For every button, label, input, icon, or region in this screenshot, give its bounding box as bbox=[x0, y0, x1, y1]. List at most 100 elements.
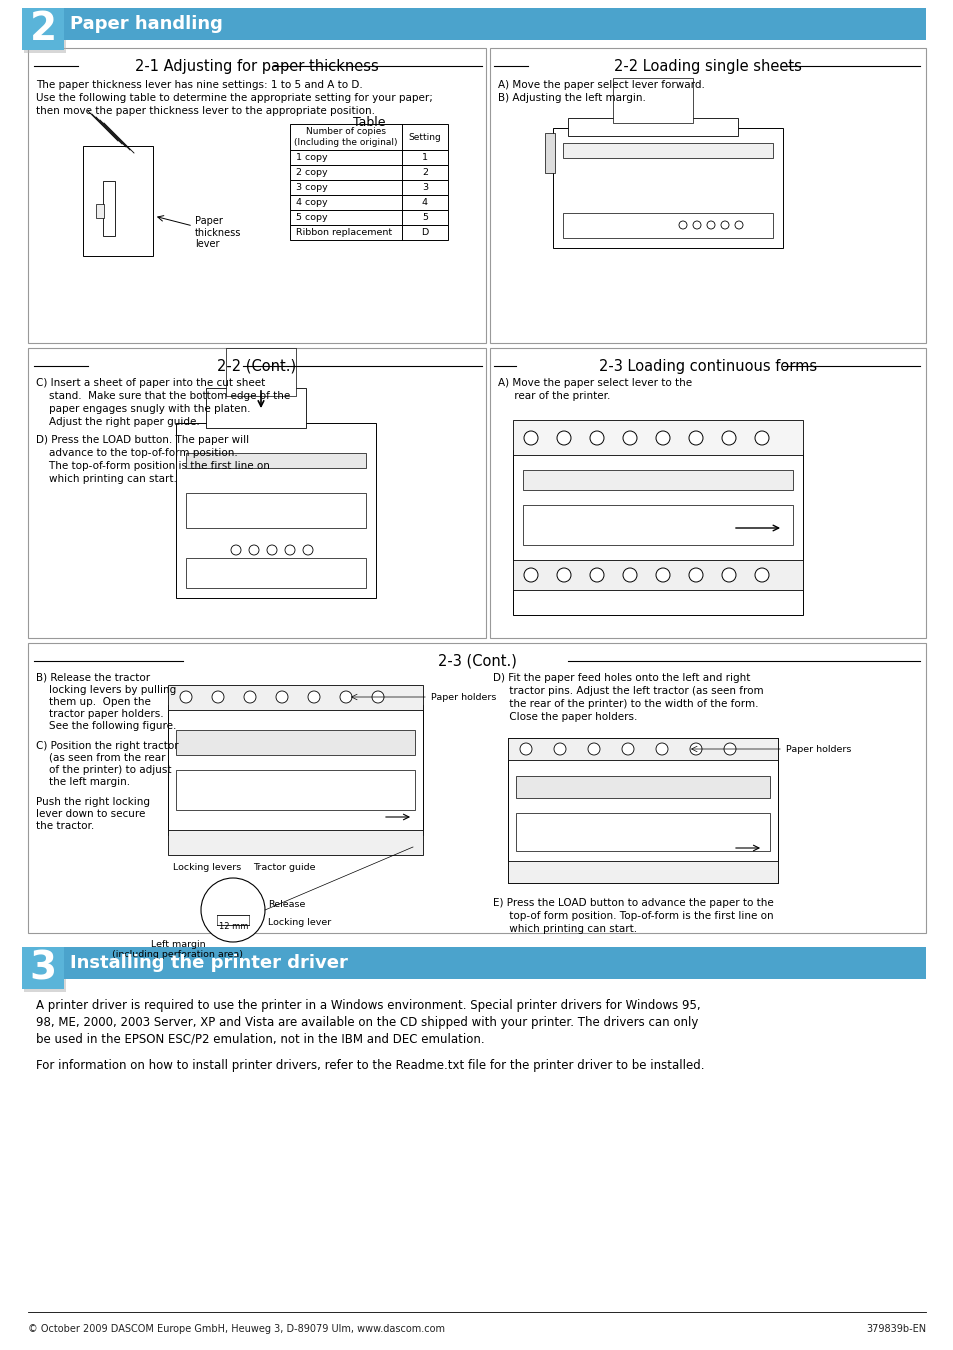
Text: Ribbon replacement: Ribbon replacement bbox=[295, 228, 392, 238]
Text: 4 copy: 4 copy bbox=[295, 198, 327, 207]
Bar bbox=[58, 8, 925, 40]
Text: B) Adjusting the left margin.: B) Adjusting the left margin. bbox=[497, 93, 645, 103]
Text: Number of copies
(Including the original): Number of copies (Including the original… bbox=[294, 127, 397, 147]
Text: Table: Table bbox=[353, 116, 385, 130]
Circle shape bbox=[754, 431, 768, 446]
Text: 4: 4 bbox=[421, 198, 428, 207]
Bar bbox=[290, 194, 448, 211]
Text: The top-of-form position is the first line on: The top-of-form position is the first li… bbox=[36, 460, 270, 471]
Bar bbox=[290, 150, 448, 165]
Bar bbox=[290, 211, 448, 225]
Text: Use the following table to determine the appropriate setting for your paper;: Use the following table to determine the… bbox=[36, 93, 433, 103]
Circle shape bbox=[754, 568, 768, 582]
Bar bbox=[507, 738, 778, 883]
Bar bbox=[516, 813, 769, 850]
Text: tractor pins. Adjust the left tractor (as seen from: tractor pins. Adjust the left tractor (a… bbox=[493, 686, 762, 697]
Bar bbox=[567, 117, 738, 136]
Bar bbox=[290, 180, 448, 194]
Text: the left margin.: the left margin. bbox=[36, 778, 130, 787]
Circle shape bbox=[557, 431, 571, 446]
Text: 2-1 Adjusting for paper thickness: 2-1 Adjusting for paper thickness bbox=[135, 58, 378, 73]
Bar bbox=[22, 8, 64, 50]
Bar bbox=[507, 738, 778, 760]
Bar bbox=[28, 348, 485, 639]
Text: 2-2 (Cont.): 2-2 (Cont.) bbox=[217, 359, 296, 374]
Text: rear of the printer.: rear of the printer. bbox=[497, 392, 610, 401]
Text: Paper holders: Paper holders bbox=[431, 693, 496, 702]
Text: 5 copy: 5 copy bbox=[295, 213, 327, 221]
Circle shape bbox=[622, 568, 637, 582]
Text: be used in the EPSON ESC/P2 emulation, not in the IBM and DEC emulation.: be used in the EPSON ESC/P2 emulation, n… bbox=[36, 1033, 484, 1046]
Text: D) Fit the paper feed holes onto the left and right: D) Fit the paper feed holes onto the lef… bbox=[493, 674, 750, 683]
Text: A) Move the paper select lever to the: A) Move the paper select lever to the bbox=[497, 378, 691, 387]
Text: Left margin
(including perforation area): Left margin (including perforation area) bbox=[112, 940, 243, 960]
Circle shape bbox=[587, 743, 599, 755]
Circle shape bbox=[554, 743, 565, 755]
Text: 1: 1 bbox=[421, 153, 428, 162]
Text: then move the paper thickness lever to the appropriate position.: then move the paper thickness lever to t… bbox=[36, 107, 375, 116]
Bar bbox=[206, 387, 306, 428]
Bar bbox=[544, 134, 555, 173]
Circle shape bbox=[519, 743, 532, 755]
Text: Setting: Setting bbox=[408, 132, 441, 142]
Bar bbox=[58, 946, 925, 979]
Text: 2: 2 bbox=[30, 9, 56, 49]
Circle shape bbox=[244, 691, 255, 703]
Text: Release: Release bbox=[268, 900, 305, 909]
Circle shape bbox=[656, 431, 669, 446]
Text: Locking levers: Locking levers bbox=[172, 863, 241, 872]
Text: locking levers by pulling: locking levers by pulling bbox=[36, 684, 176, 695]
Circle shape bbox=[308, 691, 319, 703]
Text: 3 copy: 3 copy bbox=[295, 184, 328, 192]
Text: paper engages snugly with the platen.: paper engages snugly with the platen. bbox=[36, 404, 251, 414]
Circle shape bbox=[721, 568, 735, 582]
Bar bbox=[513, 420, 802, 455]
Circle shape bbox=[372, 691, 384, 703]
Text: Tractor guide: Tractor guide bbox=[253, 863, 315, 872]
Text: E) Press the LOAD button to advance the paper to the: E) Press the LOAD button to advance the … bbox=[493, 898, 773, 909]
Text: Installing the printer driver: Installing the printer driver bbox=[70, 954, 348, 972]
Text: 5: 5 bbox=[421, 213, 428, 221]
Text: See the following figure.: See the following figure. bbox=[36, 721, 176, 730]
Bar bbox=[290, 124, 448, 150]
Text: which printing can start.: which printing can start. bbox=[36, 474, 176, 485]
Bar bbox=[490, 49, 925, 343]
Circle shape bbox=[688, 568, 702, 582]
Bar bbox=[290, 165, 448, 180]
Text: 2-2 Loading single sheets: 2-2 Loading single sheets bbox=[614, 58, 801, 73]
Bar bbox=[226, 348, 295, 396]
Text: 379839b-EN: 379839b-EN bbox=[865, 1324, 925, 1334]
Text: The paper thickness lever has nine settings: 1 to 5 and A to D.: The paper thickness lever has nine setti… bbox=[36, 80, 362, 90]
Text: top-of form position. Top-of-form is the first line on: top-of form position. Top-of-form is the… bbox=[493, 911, 773, 921]
Text: of the printer) to adjust: of the printer) to adjust bbox=[36, 765, 172, 775]
Bar bbox=[516, 776, 769, 798]
Text: stand.  Make sure that the bottom edge of the: stand. Make sure that the bottom edge of… bbox=[36, 392, 290, 401]
Circle shape bbox=[589, 568, 603, 582]
Bar bbox=[186, 493, 366, 528]
Bar bbox=[28, 643, 925, 933]
Text: A printer driver is required to use the printer in a Windows environment. Specia: A printer driver is required to use the … bbox=[36, 999, 700, 1012]
Circle shape bbox=[275, 691, 288, 703]
Text: C) Insert a sheet of paper into the cut sheet: C) Insert a sheet of paper into the cut … bbox=[36, 378, 265, 387]
Bar bbox=[522, 505, 792, 545]
Bar bbox=[507, 861, 778, 883]
Text: tractor paper holders.: tractor paper holders. bbox=[36, 709, 164, 720]
Bar bbox=[168, 705, 422, 836]
Text: D: D bbox=[421, 228, 428, 238]
Text: 3: 3 bbox=[421, 184, 428, 192]
Circle shape bbox=[557, 568, 571, 582]
Text: which printing can start.: which printing can start. bbox=[493, 923, 637, 934]
Bar bbox=[562, 213, 772, 238]
Text: the tractor.: the tractor. bbox=[36, 821, 94, 832]
Text: 2-3 (Cont.): 2-3 (Cont.) bbox=[437, 653, 516, 668]
Circle shape bbox=[523, 431, 537, 446]
Text: 12 mm: 12 mm bbox=[219, 922, 248, 931]
Text: Locking lever: Locking lever bbox=[268, 918, 331, 927]
Bar bbox=[186, 558, 366, 589]
Bar bbox=[175, 423, 375, 598]
Text: the rear of the printer) to the width of the form.: the rear of the printer) to the width of… bbox=[493, 699, 758, 709]
Circle shape bbox=[723, 743, 735, 755]
Circle shape bbox=[621, 743, 634, 755]
Text: B) Release the tractor: B) Release the tractor bbox=[36, 674, 150, 683]
Text: lever down to secure: lever down to secure bbox=[36, 809, 145, 819]
